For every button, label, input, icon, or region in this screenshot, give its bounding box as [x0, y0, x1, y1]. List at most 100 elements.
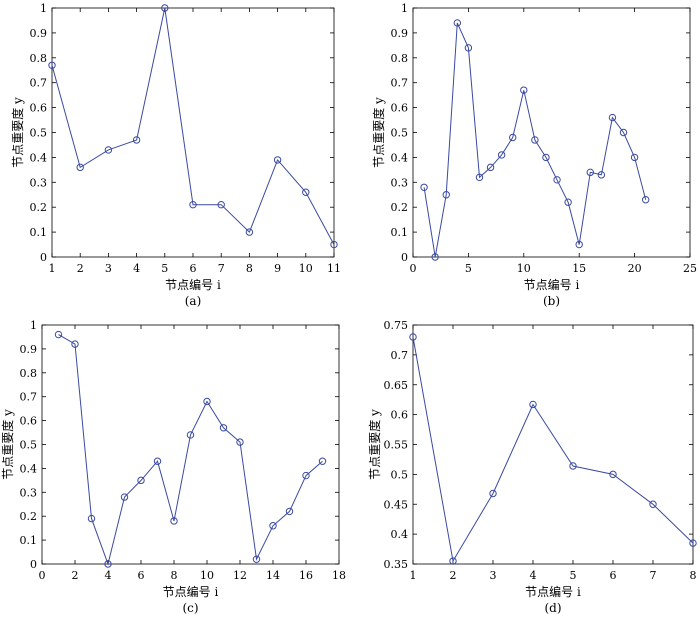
data-point	[219, 424, 228, 432]
data-point	[71, 340, 79, 348]
y-tick-label: 0.65	[384, 379, 409, 392]
data-point	[453, 19, 462, 27]
data-point	[170, 517, 178, 525]
y-axis-label: 节点重要度 y	[367, 409, 382, 480]
x-axis-label: 节点编号 i	[163, 584, 219, 599]
x-tick-label: 7	[650, 569, 657, 582]
x-tick-label: 10	[517, 262, 531, 275]
subfigure-caption: (a)	[185, 294, 202, 308]
data-point	[269, 522, 277, 530]
y-tick-label: 0.45	[384, 498, 409, 511]
y-tick-label: 0.2	[30, 201, 48, 214]
data-point	[649, 500, 657, 508]
y-axis-label: 节点重要度 y	[0, 409, 15, 480]
y-tick-label: 1	[401, 2, 408, 15]
y-tick-label: 0.9	[391, 27, 409, 40]
x-tick-label: 18	[332, 569, 346, 582]
data-point	[132, 136, 141, 144]
data-point	[464, 44, 473, 52]
x-tick-label: 2	[77, 262, 84, 275]
x-axis-label: 节点编号 i	[165, 277, 221, 292]
series-line	[423, 22, 647, 258]
x-tick-label: 5	[570, 569, 577, 582]
x-tick-label: 16	[299, 569, 313, 582]
y-axis-label: 节点重要度 y	[371, 97, 386, 168]
x-tick-label: 25	[683, 262, 697, 275]
data-point	[318, 457, 327, 465]
data-point	[619, 128, 628, 137]
x-tick-label: 9	[274, 262, 281, 275]
x-tick-label: 0	[39, 569, 46, 582]
y-tick-label: 0	[30, 558, 37, 571]
plot-frame	[51, 7, 335, 258]
data-point	[104, 560, 112, 568]
y-tick-label: 0.3	[391, 176, 409, 189]
y-tick-label: 0.1	[20, 534, 38, 547]
y-tick-label: 0.4	[391, 151, 409, 164]
y-axis-label: 节点重要度 y	[10, 97, 25, 168]
x-tick-label: 11	[327, 262, 341, 275]
x-tick-label: 6	[190, 262, 197, 275]
data-point	[609, 470, 617, 479]
y-tick-label: 0.55	[384, 439, 409, 452]
data-point	[161, 4, 169, 12]
y-tick-label: 0.8	[30, 52, 48, 65]
chart-a: 1 2 3 4 5 6 7 8 9 10 11 0 0.1 0.2 0.3 0.4 0.5 0.6 0.7 0.8 0.…	[10, 2, 341, 308]
x-tick-label: 8	[171, 569, 178, 582]
y-tick-label: 0.6	[20, 415, 38, 428]
y-tick-label: 0.8	[391, 52, 409, 65]
y-tick-label: 0	[40, 251, 47, 264]
data-point	[302, 471, 310, 480]
data-point	[245, 228, 254, 236]
x-tick-label: 8	[690, 569, 697, 582]
data-point	[531, 136, 539, 144]
data-point	[608, 113, 617, 122]
y-tick-label: 0.2	[391, 201, 409, 214]
x-tick-label: 7	[218, 262, 225, 275]
x-tick-label: 2	[72, 569, 79, 582]
data-point	[420, 183, 428, 191]
y-tick-label: 0.3	[30, 176, 48, 189]
subfigure-caption: (b)	[543, 294, 560, 308]
data-point	[564, 198, 572, 206]
data-point	[153, 457, 162, 465]
y-tick-label: 0.7	[391, 77, 409, 90]
subfigure-caption: (d)	[544, 601, 561, 615]
data-point	[87, 514, 96, 523]
data-point	[597, 171, 606, 179]
x-tick-label: 8	[246, 262, 253, 275]
plot-frame	[412, 324, 694, 565]
x-tick-label: 0	[410, 262, 417, 275]
data-point	[489, 489, 497, 498]
data-point	[189, 201, 197, 209]
x-axis-label: 节点编号 i	[524, 277, 580, 292]
data-point	[509, 133, 517, 142]
data-point	[542, 153, 550, 162]
x-tick-label: 6	[610, 569, 617, 582]
x-tick-label: 4	[105, 569, 112, 582]
plot-frame	[412, 7, 691, 258]
data-point	[54, 330, 63, 339]
x-tick-label: 10	[299, 262, 313, 275]
y-tick-label: 1	[40, 2, 47, 15]
x-tick-label: 1	[410, 569, 417, 582]
x-tick-label: 10	[200, 569, 214, 582]
data-point	[236, 438, 244, 446]
data-point	[475, 173, 484, 182]
y-tick-label: 0.75	[384, 319, 409, 332]
data-point	[553, 176, 561, 184]
data-point	[76, 163, 84, 172]
y-tick-label: 0.35	[384, 558, 409, 571]
data-point	[486, 163, 495, 172]
data-point	[442, 191, 450, 199]
chart-b: 0 5 10 15 20 25 0 0.1 0.2 0.3 0.4 0.5 0.6 0.7 0.8 0.9 1 节…	[371, 2, 697, 308]
data-point	[203, 397, 211, 406]
y-tick-label: 0.4	[30, 151, 48, 164]
y-tick-label: 0.7	[391, 349, 409, 362]
series-line	[58, 334, 323, 566]
chart-c: 0 2 4 6 8 10 12 14 16 18 0 0.1 0.2 0.3 0.4 0.5 0.6 0.7 0.8…	[0, 319, 346, 615]
x-tick-label: 1	[49, 262, 56, 275]
data-point	[104, 146, 113, 154]
x-tick-label: 4	[530, 569, 537, 582]
data-point	[302, 188, 310, 196]
